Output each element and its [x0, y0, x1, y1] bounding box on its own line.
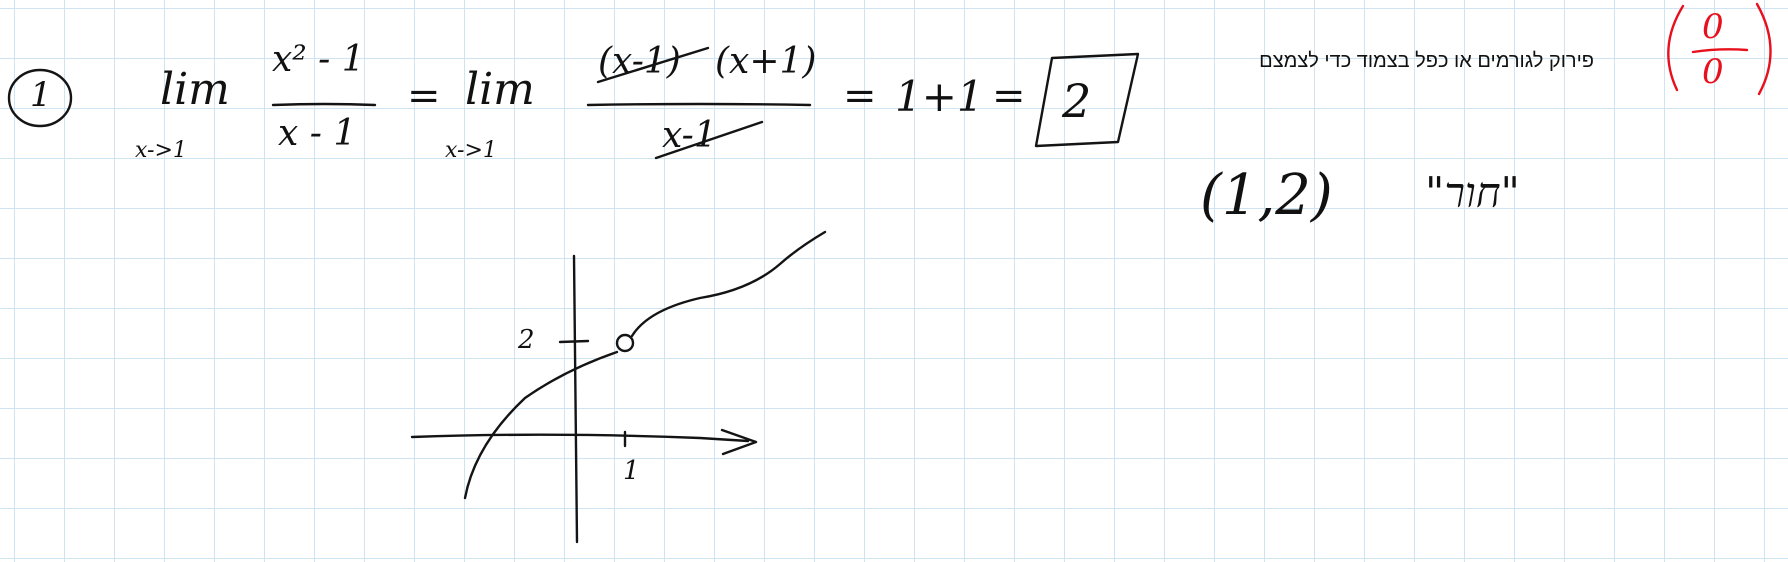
indeterminate-denominator: 0 — [1702, 52, 1724, 92]
problem-number-circle — [7, 68, 73, 128]
x-tick-label: 1 — [623, 456, 640, 486]
problem-number: 1 — [30, 75, 52, 115]
limit-word-1: lim — [160, 64, 230, 115]
equals-sign-3: = — [992, 73, 1026, 119]
graph — [410, 230, 827, 544]
x-axis — [410, 433, 750, 443]
y-axis — [572, 254, 579, 544]
numerator-cancel-strike — [596, 46, 710, 84]
limit-subscript-2: x->1 — [445, 138, 497, 163]
indeterminate-numerator: 0 — [1702, 7, 1724, 47]
hole-label: "חור" — [1425, 168, 1520, 217]
y-tick-label: 2 — [518, 325, 535, 355]
function-curve-right — [630, 230, 827, 338]
hole-marker — [615, 333, 635, 353]
factoring-note: פירוק לגורמים או כפל בצמוד כדי לצמצם — [1259, 50, 1594, 72]
limit-word-2: lim — [465, 64, 535, 115]
function-curve-left — [463, 350, 619, 500]
sum-expression: 1+1 — [895, 72, 984, 121]
equals-sign-1: = — [407, 73, 441, 119]
equals-sign-2: = — [843, 73, 877, 119]
answer-box — [1034, 52, 1140, 148]
fraction1-bar — [271, 102, 377, 107]
fraction1-numerator: x² - 1 — [272, 39, 365, 80]
y-tick — [558, 339, 590, 344]
fraction2-factor-kept: (x+1) — [715, 41, 817, 82]
indeterminate-parentheses — [1667, 2, 1772, 96]
answer-value: 2 — [1062, 74, 1092, 128]
limit-subscript-1: x->1 — [135, 138, 187, 163]
denominator-cancel-strike — [654, 120, 764, 160]
fraction2-bar — [586, 102, 812, 107]
fraction1-denominator: x - 1 — [278, 113, 357, 154]
x-axis-arrow — [720, 428, 758, 456]
hole-point: (1,2) — [1200, 163, 1333, 228]
